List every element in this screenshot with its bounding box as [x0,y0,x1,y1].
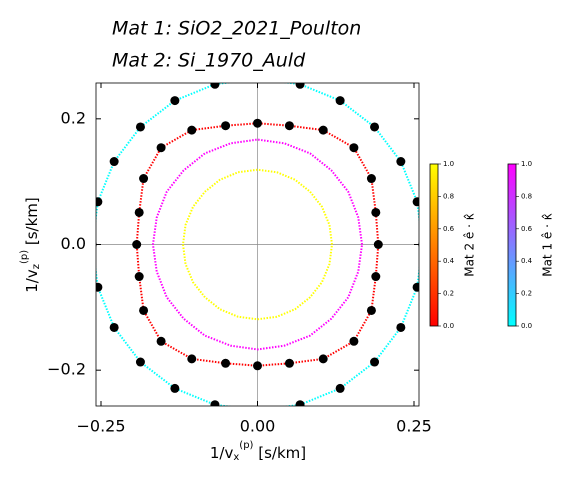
y-tick-label: 0.2 [61,108,86,127]
colorbar-tick-label: 0.2 [521,290,532,298]
y-tick-label: −0.2 [47,360,86,379]
marker [170,96,180,106]
marker [109,157,119,167]
colorbar [429,163,439,327]
marker [109,322,119,332]
x-tick-label: 0.00 [240,417,276,436]
marker [139,174,149,184]
y-tick-label: 0.0 [61,234,86,253]
marker [284,121,294,131]
marker [253,118,262,128]
colorbar-tick-label: 0.4 [443,257,455,265]
marker [96,242,97,247]
marker [371,207,381,217]
colorbar-tick-label: 0.2 [443,290,454,298]
curve [151,138,364,351]
marker [318,354,328,364]
marker [373,240,383,249]
colorbar-label: Mat 2 ê · κ̂ [463,213,477,277]
marker [412,197,419,207]
marker [366,174,376,184]
marker [96,197,103,207]
marker [134,207,144,217]
marker [396,322,406,332]
marker [370,357,380,367]
marker [366,305,376,315]
x-tick-label: 0.25 [396,417,432,436]
marker [256,83,259,84]
marker [210,400,220,406]
colorbar-tick-label: 1.0 [521,160,532,168]
marker [135,357,145,367]
y-axis-label: 1/vz(p) [s/km] [19,197,42,293]
colorbar-tick-label: 0.0 [521,322,532,330]
colorbar-tick-label: 0.6 [521,225,533,233]
marker [132,240,142,249]
marker [335,383,345,393]
marker [134,272,144,282]
marker [221,121,231,131]
marker [370,122,380,132]
marker [295,400,305,406]
marker [156,143,166,153]
marker [371,272,381,282]
marker [221,358,231,368]
marker [170,383,180,393]
marker [396,157,406,167]
curve [182,168,333,321]
colorbar-tick-label: 0.0 [443,322,454,330]
marker [187,125,197,135]
marker [156,336,166,346]
marker [284,358,294,368]
colorbar-tick-label: 0.4 [521,257,533,265]
marker [96,282,103,292]
marker [295,83,305,89]
marker [210,83,220,89]
colorbar-tick-label: 0.6 [443,225,455,233]
marker [256,405,259,406]
chart-title: Mat 2: Si_1970_Auld [112,50,306,72]
marker [135,122,145,132]
marker [139,305,149,315]
marker [349,143,359,153]
x-axis-label: 1/vx(p) [s/km] [210,440,306,463]
x-tick-label: −0.25 [76,417,125,436]
marker [412,282,419,292]
marker [318,125,328,135]
marker [418,242,419,247]
colorbar-tick-label: 0.8 [443,192,454,200]
plot-area [96,83,419,406]
marker [335,96,345,106]
marker [253,361,262,371]
marker [187,354,197,364]
colorbar-label: Mat 1 ê · κ̂ [541,213,555,277]
colorbar [507,163,517,327]
colorbar-tick-label: 0.8 [521,192,532,200]
chart-title: Mat 1: SiO2_2021_Poulton [112,18,361,40]
colorbar-tick-label: 1.0 [443,160,454,168]
marker [349,336,359,346]
